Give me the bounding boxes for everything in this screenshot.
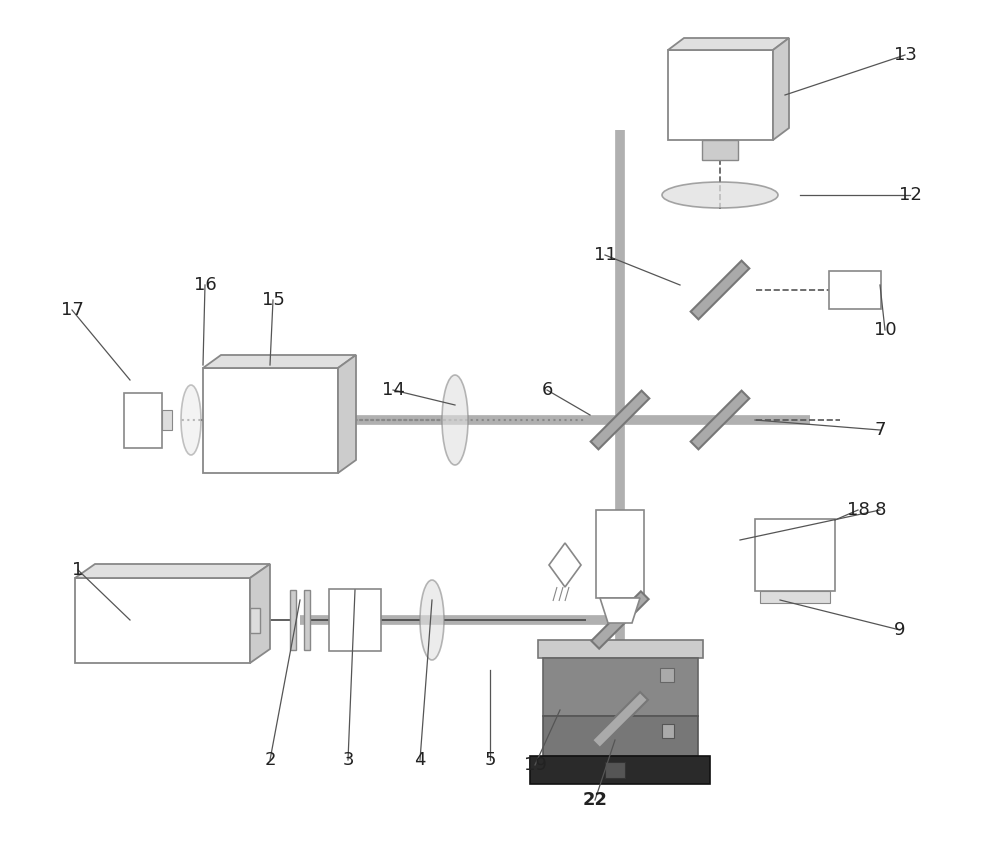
- Polygon shape: [203, 355, 356, 368]
- Polygon shape: [75, 564, 270, 578]
- Bar: [543, 658, 698, 716]
- Ellipse shape: [420, 580, 444, 660]
- Text: 17: 17: [61, 301, 83, 319]
- Bar: [124, 393, 162, 448]
- Polygon shape: [549, 543, 581, 587]
- Bar: [162, 410, 172, 430]
- Text: 6: 6: [541, 381, 553, 399]
- Bar: [829, 271, 881, 309]
- Bar: [290, 590, 296, 650]
- Text: 9: 9: [894, 621, 906, 639]
- Text: 4: 4: [414, 751, 426, 769]
- Polygon shape: [592, 692, 648, 748]
- Bar: [662, 724, 674, 738]
- Text: 22: 22: [582, 791, 608, 809]
- Polygon shape: [773, 38, 789, 140]
- Bar: [543, 716, 698, 756]
- Bar: [755, 519, 835, 591]
- Text: 2: 2: [264, 751, 276, 769]
- Polygon shape: [600, 598, 640, 623]
- Bar: [203, 368, 338, 473]
- Bar: [605, 762, 625, 778]
- Bar: [329, 589, 381, 651]
- Text: 8: 8: [874, 501, 886, 519]
- Bar: [668, 50, 773, 140]
- Text: 14: 14: [382, 381, 404, 399]
- Text: 11: 11: [594, 246, 616, 264]
- Text: 19: 19: [524, 756, 546, 774]
- Text: 15: 15: [262, 291, 284, 309]
- Text: 10: 10: [874, 321, 896, 339]
- Polygon shape: [691, 391, 749, 449]
- Ellipse shape: [442, 375, 468, 465]
- Bar: [75, 578, 250, 663]
- Ellipse shape: [181, 385, 201, 455]
- Polygon shape: [591, 391, 649, 449]
- Bar: [760, 591, 830, 603]
- Text: 3: 3: [342, 751, 354, 769]
- Bar: [702, 140, 738, 160]
- Bar: [250, 608, 260, 633]
- Bar: [530, 756, 710, 784]
- Ellipse shape: [662, 182, 778, 208]
- Bar: [596, 510, 644, 598]
- Text: 18: 18: [847, 501, 869, 519]
- Polygon shape: [668, 38, 789, 50]
- Text: 16: 16: [194, 276, 216, 294]
- Bar: [304, 590, 310, 650]
- Text: 7: 7: [874, 421, 886, 439]
- Text: 13: 13: [894, 46, 916, 64]
- Bar: [538, 640, 703, 658]
- Polygon shape: [591, 591, 649, 648]
- Polygon shape: [691, 260, 749, 319]
- Bar: [660, 668, 674, 682]
- Text: 1: 1: [72, 561, 84, 579]
- Text: 5: 5: [484, 751, 496, 769]
- Polygon shape: [250, 564, 270, 663]
- Text: 12: 12: [899, 186, 921, 204]
- Polygon shape: [338, 355, 356, 473]
